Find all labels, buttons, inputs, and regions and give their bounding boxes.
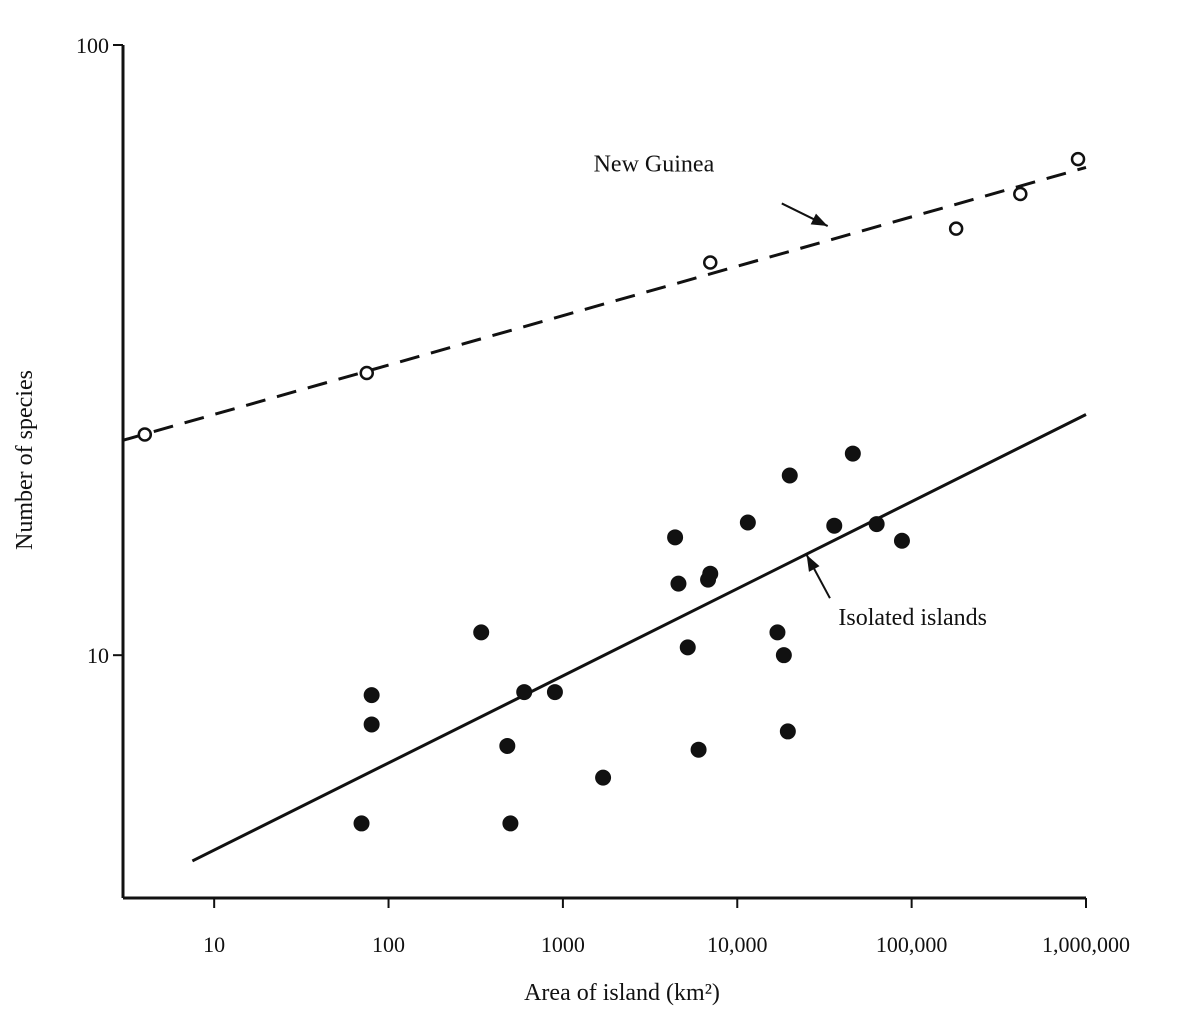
annotations: New Guinea Isolated islands: [594, 152, 987, 631]
y-tick-label-1: 100: [76, 33, 109, 58]
point-s1-21: [844, 445, 861, 462]
fit-line-0: [122, 165, 1087, 442]
fit-lines: [122, 165, 1087, 863]
point-s1-5: [502, 815, 519, 832]
point-s1-4: [499, 737, 516, 754]
point-s1-1: [363, 687, 380, 704]
point-s1-3: [473, 624, 490, 641]
point-s0-4: [1013, 186, 1028, 202]
x-tick-label-4: 100,000: [876, 932, 948, 957]
point-s0-2: [703, 255, 718, 270]
annotation-arrowhead-1: [806, 554, 820, 572]
point-s1-14: [702, 565, 719, 582]
x-axis-title: Area of island (km²): [524, 980, 720, 1006]
axes: [121, 45, 1086, 900]
x-tick-label-3: 10,000: [707, 932, 768, 957]
data-points: [137, 151, 1086, 832]
point-s1-19: [781, 467, 798, 484]
point-s1-20: [826, 517, 843, 534]
x-tick-label-5: 1,000,000: [1042, 932, 1130, 957]
point-s1-16: [769, 624, 786, 641]
point-s0-5: [1070, 151, 1086, 167]
point-s1-10: [670, 575, 687, 592]
point-s1-0: [353, 815, 370, 832]
x-tick-label-1: 100: [372, 932, 405, 957]
fit-line-1: [191, 413, 1087, 863]
point-s0-3: [948, 221, 964, 236]
point-s1-23: [893, 532, 910, 549]
annotation-arrowhead-0: [810, 213, 828, 227]
point-s0-1: [359, 365, 375, 381]
y-axis-title: Number of species: [12, 370, 38, 550]
point-s1-18: [779, 723, 796, 740]
point-s0-0: [137, 427, 153, 442]
point-s1-2: [363, 716, 380, 733]
point-s1-17: [775, 647, 792, 664]
x-tick-label-0: 10: [203, 932, 225, 957]
point-s1-9: [667, 529, 684, 546]
y-tick-label-0: 10: [87, 643, 109, 668]
point-s1-7: [546, 684, 563, 701]
ticks: 10 100 1000 10,000 100,000 1,000,000 10 100: [76, 33, 1130, 957]
point-s1-11: [679, 639, 696, 656]
point-s1-22: [868, 516, 885, 533]
point-s1-8: [595, 769, 612, 786]
point-s1-12: [690, 741, 707, 758]
annotation-label-0: New Guinea: [594, 152, 715, 178]
point-s1-6: [516, 684, 533, 701]
point-s1-15: [739, 514, 756, 531]
annotation-label-1: Isolated islands: [838, 605, 987, 631]
x-tick-label-2: 1000: [541, 932, 585, 957]
